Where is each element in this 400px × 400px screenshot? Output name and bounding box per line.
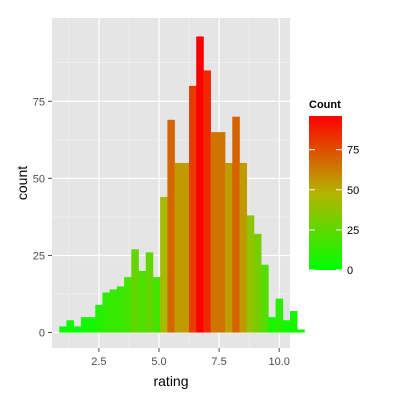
histogram-bar: [232, 116, 240, 333]
histogram-bar: [109, 289, 118, 333]
y-tick-label: 75: [33, 96, 45, 108]
legend-tick-label: 25: [347, 225, 359, 237]
legend-tick-label: 75: [347, 145, 359, 157]
histogram-bar: [297, 329, 305, 333]
histogram-bar: [196, 36, 204, 333]
x-axis-title: rating: [153, 373, 188, 389]
histogram-bar: [160, 196, 168, 333]
legend-ticks: 0 25 50 75: [309, 145, 359, 277]
y-axis-title: count: [14, 166, 30, 200]
histogram-bar: [189, 85, 197, 333]
histogram-bar: [174, 162, 183, 333]
histogram-bar: [167, 119, 175, 333]
histogram-bar: [239, 162, 248, 333]
histogram-bar: [102, 292, 110, 333]
histogram-bar: [210, 132, 219, 333]
histogram-bar: [290, 310, 298, 333]
x-tick-label: 7.5: [211, 356, 226, 368]
histogram-bar: [217, 132, 226, 333]
legend-tick-label: 50: [347, 185, 359, 197]
histogram-bar: [181, 162, 190, 333]
histogram-bar: [253, 233, 262, 333]
histogram-bars: [59, 36, 305, 333]
x-tick-label: 2.5: [91, 356, 106, 368]
x-tick-label: 5.0: [151, 356, 166, 368]
histogram-bar: [116, 286, 125, 333]
histogram-bar: [66, 320, 74, 333]
y-tick-label: 50: [33, 173, 45, 185]
y-tick-label: 0: [39, 328, 45, 340]
legend-title: Count: [309, 99, 341, 111]
histogram-bar: [225, 162, 233, 333]
histogram-bar: [246, 215, 255, 333]
histogram-bar: [203, 70, 211, 333]
y-tick-label: 25: [33, 250, 45, 262]
legend: Count 0 25 50 75: [309, 99, 359, 277]
y-axis: 0 25 50 75: [33, 96, 52, 340]
histogram-bar: [145, 252, 154, 333]
histogram-bar: [138, 270, 147, 333]
histogram-bar: [124, 277, 132, 333]
histogram-bar: [152, 277, 161, 333]
histogram-bar: [268, 317, 276, 333]
histogram-bar: [88, 317, 96, 333]
legend-tick-label: 0: [347, 265, 353, 277]
histogram-bar: [73, 326, 82, 333]
x-axis: 2.5 5.0 7.5 10.0: [91, 348, 290, 368]
x-tick-label: 10.0: [268, 356, 289, 368]
histogram-bar: [95, 304, 103, 333]
histogram-bar: [275, 298, 284, 333]
histogram-bar: [80, 317, 89, 333]
histogram-bar: [282, 320, 291, 333]
histogram-bar: [131, 249, 139, 333]
legend-colorbar: [309, 116, 342, 270]
histogram-bar: [261, 264, 269, 333]
histogram-bar: [59, 326, 67, 333]
